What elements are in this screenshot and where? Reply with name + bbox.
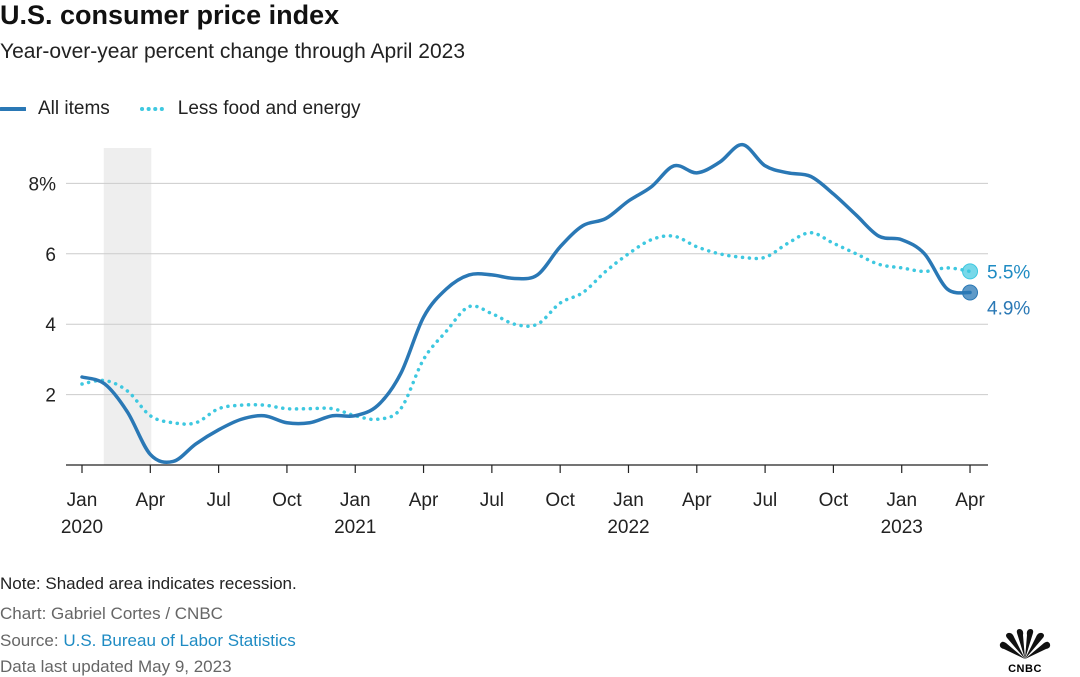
end-point-all-items [962,284,979,301]
cnbc-wordmark: CNBC [1008,663,1042,675]
series-line-all-items [80,142,972,465]
x-tick-label: Apr [136,490,166,511]
x-tick-year-label: 2022 [607,517,649,538]
x-tick-label: Jan [340,490,371,511]
end-point-core [962,263,979,280]
legend-item-core: Less food and energy [139,98,361,120]
source-prefix: Source: [0,631,64,650]
x-tick-label: Jan [613,490,644,511]
series-line-core [80,230,972,426]
x-tick-label: Apr [409,490,439,511]
x-tick-label: Jul [480,490,504,511]
x-tick-year-label: 2023 [881,517,923,538]
x-tick-label: Oct [272,490,302,511]
x-tick-label: Jan [886,490,917,511]
x-tick-label: Oct [819,490,849,511]
recession-shade [103,148,152,465]
chart-title: U.S. consumer price index [0,0,340,30]
x-tick-label: Jul [206,490,230,511]
end-label-core: 5.5% [987,262,1030,283]
x-tick-label: Jul [753,490,777,511]
x-tick-year-label: 2021 [334,517,376,538]
y-tick-label: 6 [45,245,56,266]
x-tick-year-label: 2020 [61,517,103,538]
legend: All items Less food and energy [0,98,391,120]
y-tick-label: 8% [29,174,57,195]
x-tick-label: Oct [545,490,575,511]
legend-swatch-dotted [139,107,166,111]
x-tick-label: Apr [955,490,985,511]
legend-item-all-items: All items [0,98,110,120]
x-tick-label: Jan [67,490,98,511]
y-tick-label: 4 [45,315,56,336]
line-chart: 2 4 6 8% Jan 2020 Apr Jul Oct Jan 2021 Apr Jul Oct Jan… [29,142,1030,538]
chart-credit: Chart: Gabriel Cortes / CNBC [0,604,223,623]
footnote: Note: Shaded area indicates recession. [0,574,297,593]
source-line: Source: U.S. Bureau of Labor Statistics [0,631,296,651]
chart-subtitle: Year-over-year percent change through Ap… [0,40,466,63]
legend-swatch-solid [0,107,26,111]
x-tick-label: Apr [682,490,712,511]
legend-label-all-items: All items [38,98,110,119]
data-updated-text: Data last updated May 9, 2023 [0,657,232,676]
y-tick-label: 2 [45,386,56,407]
source-link[interactable]: U.S. Bureau of Labor Statistics [63,631,296,650]
end-label-all-items: 4.9% [987,299,1030,320]
legend-label-core: Less food and energy [177,98,361,119]
cnbc-peacock-logo [999,629,1051,659]
